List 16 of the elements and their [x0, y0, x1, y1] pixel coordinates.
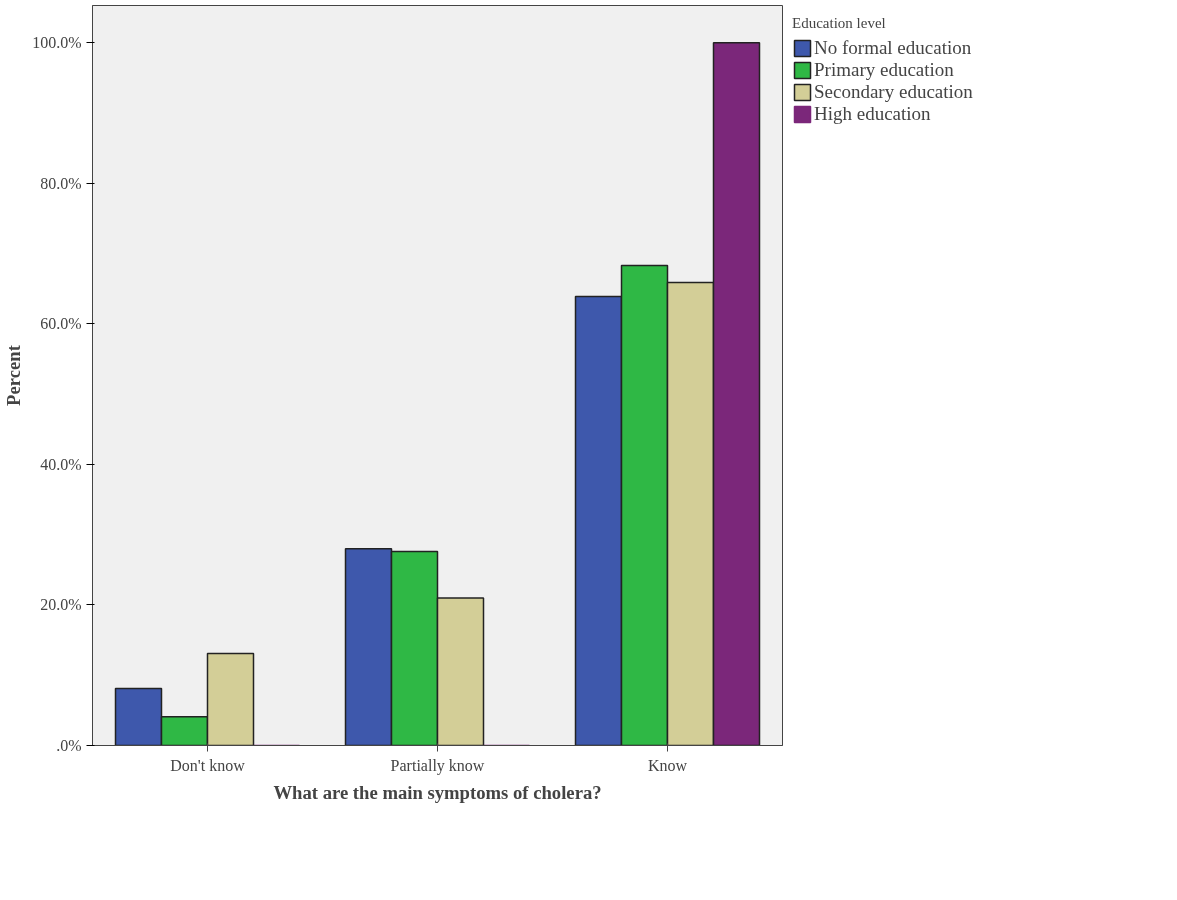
x-tick-label: Partially know — [390, 756, 485, 775]
x-tick-label: Know — [647, 756, 688, 774]
x-tick-label: Don't know — [170, 756, 246, 774]
y-tick-label: .0% — [56, 737, 82, 754]
legend-label: Secondary education — [814, 81, 973, 103]
y-tick-label: 80.0% — [40, 174, 82, 192]
y-tick-label: 40.0% — [40, 455, 82, 473]
legend-label: Primary education — [814, 59, 954, 81]
x-axis-title: What are the main symptoms of cholera? — [273, 781, 602, 803]
y-tick-label: 20.0% — [40, 596, 82, 614]
y-tick-label: 60.0% — [40, 315, 82, 333]
y-axis-title: Percent — [3, 344, 25, 406]
y-tick-label: 100.0% — [32, 34, 82, 52]
legend-title: Education level — [792, 15, 887, 32]
legend-label: High education — [814, 103, 931, 125]
legend-label: No formal education — [814, 37, 972, 59]
